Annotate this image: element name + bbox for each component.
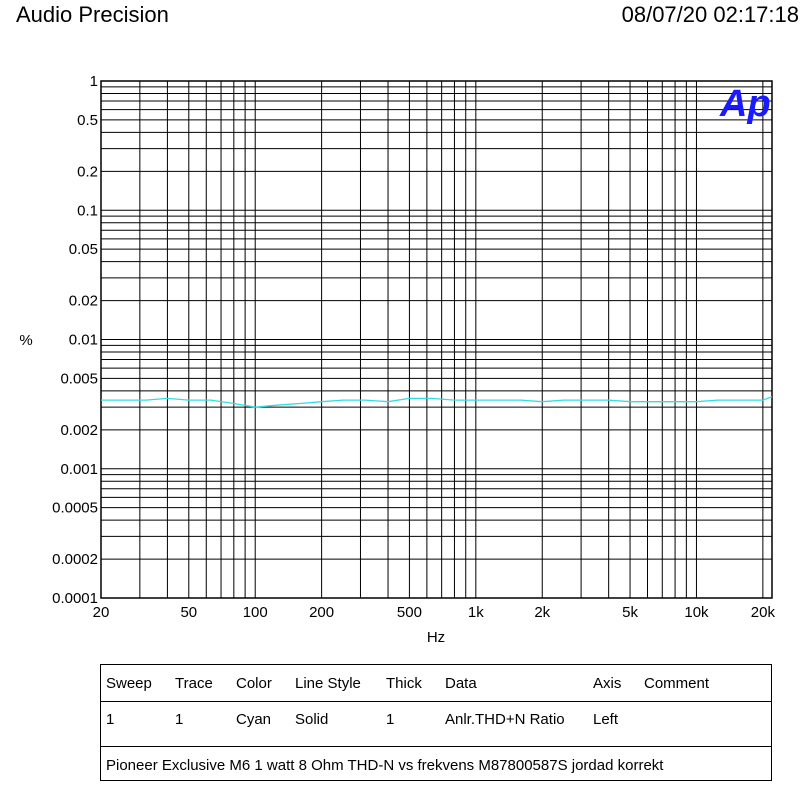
y-tick-label: 0.002 <box>60 422 98 439</box>
legend-sweep-value: 1 <box>106 711 115 728</box>
x-tick-label: 20 <box>93 604 110 621</box>
legend-data-value: Anlr.THD+N Ratio <box>445 711 565 728</box>
series-line-thd-n-ratio <box>101 396 773 408</box>
x-tick-label: 20k <box>751 604 776 621</box>
y-tick-label: 0.05 <box>69 241 98 258</box>
y-tick-label: 0.005 <box>60 370 98 387</box>
x-tick-label: 100 <box>243 604 268 621</box>
legend-line-style-value: Solid <box>295 711 329 728</box>
y-tick-label: 0.2 <box>77 163 98 180</box>
legend-header-axis: Axis <box>593 675 622 692</box>
y-tick-label: 1 <box>90 73 98 90</box>
y-tick-label: 0.0005 <box>52 500 98 517</box>
legend-color-value: Cyan <box>236 711 272 728</box>
legend-thick-value: 1 <box>386 711 395 728</box>
y-tick-label: 0.001 <box>60 461 98 478</box>
legend-divider <box>101 701 771 702</box>
y-tick-label: 0.02 <box>69 293 98 310</box>
y-tick-label: 0.0002 <box>52 551 98 568</box>
legend-header-sweep: Sweep <box>106 675 152 692</box>
chart-grid <box>100 81 772 599</box>
legend-header-trace: Trace <box>175 675 213 692</box>
legend-header-line-style: Line Style <box>295 675 361 692</box>
x-tick-label: 500 <box>397 604 422 621</box>
y-tick-label: 0.5 <box>77 112 98 129</box>
y-tick-label: 0.0001 <box>52 590 98 607</box>
x-tick-label: 10k <box>684 604 709 621</box>
x-tick-label: 5k <box>622 604 638 621</box>
trace-comment: Pioneer Exclusive M6 1 watt 8 Ohm THD-N … <box>106 757 664 774</box>
thd-chart: 1 0.5 0.2 0.1 0.05 0.02 0.01 0.005 0.002 0.001 0.0… <box>19 73 776 646</box>
timestamp: 08/07/20 02:17:18 <box>621 2 799 27</box>
x-tick-label: 1k <box>468 604 484 621</box>
x-tick-label: 2k <box>534 604 550 621</box>
legend-header-data: Data <box>445 675 477 692</box>
legend-table: Sweep Trace Color Line Style Thick Data … <box>100 664 772 781</box>
y-tick-label: 0.01 <box>69 332 98 349</box>
ap-logo: Ap <box>719 83 771 125</box>
y-axis-label: % <box>19 332 32 349</box>
x-tick-label: 200 <box>309 604 334 621</box>
x-axis-label: Hz <box>427 629 445 646</box>
plot-frame <box>100 80 773 599</box>
legend-header-comment: Comment <box>644 675 710 692</box>
legend-header-thick: Thick <box>386 675 422 692</box>
legend-header-color: Color <box>236 675 272 692</box>
x-tick-label: 50 <box>180 604 197 621</box>
legend-divider <box>101 746 771 747</box>
app-title: Audio Precision <box>16 2 169 27</box>
legend-trace-value: 1 <box>175 711 184 728</box>
y-tick-label: 0.1 <box>77 202 98 219</box>
legend-axis-value: Left <box>593 711 619 728</box>
